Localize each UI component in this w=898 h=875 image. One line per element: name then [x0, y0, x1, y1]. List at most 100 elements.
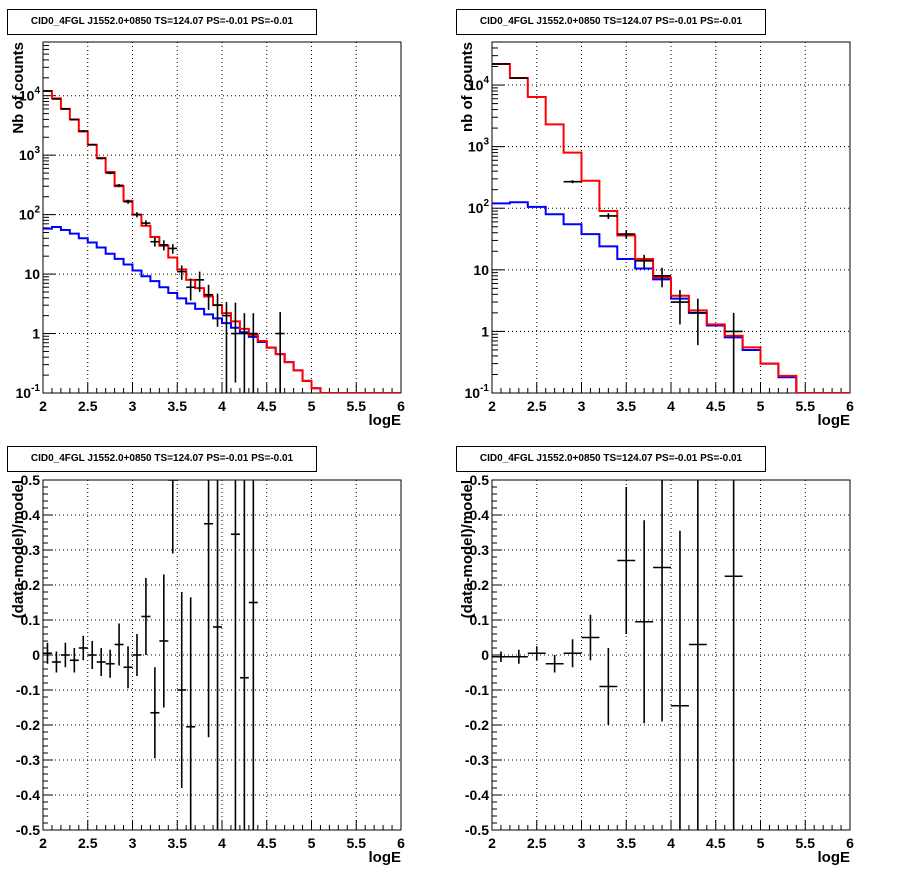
residual-point — [141, 578, 151, 655]
residual-point — [123, 646, 133, 689]
chart-panel-2: 2 2.5 3 3.5 4 4.5 5 5.5 6 10-1 1 10 102 103 104 logE nb … — [459, 41, 854, 429]
data-point — [123, 199, 133, 204]
data-layer — [43, 480, 258, 830]
y-axis-title: nb of counts — [459, 42, 476, 132]
y-tick-label: 0.3 — [21, 542, 41, 558]
data-point — [213, 293, 222, 327]
residual-point — [617, 487, 636, 634]
residual-point — [213, 480, 222, 830]
data-point — [653, 267, 671, 288]
residual-point — [51, 651, 61, 673]
x-tick-label: 2 — [39, 398, 47, 414]
data-point — [563, 180, 582, 184]
x-tick-label: 3.5 — [168, 835, 188, 851]
residual-point — [150, 667, 160, 759]
x-tick-label: 4 — [667, 835, 675, 851]
residual-point — [724, 480, 743, 830]
data-point — [114, 183, 124, 187]
data-point — [78, 130, 88, 132]
y-tick-label: 0.2 — [21, 577, 41, 593]
x-tick-label: 2.5 — [527, 835, 547, 851]
data-point — [43, 90, 52, 92]
y-tick-label: -0.4 — [465, 787, 489, 803]
y-tick-label: -0.3 — [16, 752, 40, 768]
x-tick-label: 5 — [757, 398, 765, 414]
data-point — [222, 301, 231, 393]
chart-panel-1: 2 2.5 3 3.5 4 4.5 5 5.5 6 10-1 1 10 102 103 104 logE Nb … — [10, 41, 405, 429]
y-tick-label: -0.5 — [465, 822, 489, 838]
residual-point — [159, 574, 169, 708]
x-tick-label: 4 — [218, 835, 226, 851]
y-tick-label: -0.1 — [465, 682, 489, 698]
y-tick-label: 10 — [24, 266, 40, 282]
residual-point — [581, 614, 600, 661]
y-tick-label: -0.2 — [16, 717, 40, 733]
panel-title-4: CID0_4FGL J1552.0+0850 TS=124.07 PS=-0.0… — [456, 446, 766, 472]
residual-point — [78, 635, 88, 661]
y-tick-label: -0.3 — [465, 752, 489, 768]
x-tick-label: 3 — [129, 835, 137, 851]
y-tick-label: 0.4 — [21, 507, 41, 523]
x-tick-label: 2.5 — [78, 398, 98, 414]
grid — [492, 480, 850, 830]
y-tick-label: 0.5 — [470, 472, 490, 488]
x-tick-label: 5.5 — [796, 398, 816, 414]
y-tick-label: -0.2 — [465, 717, 489, 733]
grid — [492, 42, 850, 393]
y-tick-label: 102 — [19, 205, 41, 223]
x-tick-label: 5 — [308, 398, 316, 414]
data-point — [275, 312, 285, 393]
x-tick-label: 4.5 — [706, 835, 726, 851]
x-tick-label: 3.5 — [617, 835, 637, 851]
residual-point — [545, 655, 564, 673]
data-point — [168, 244, 178, 254]
x-tick-label: 4.5 — [706, 398, 726, 414]
axes — [42, 479, 402, 831]
residual-point — [671, 530, 689, 830]
data-point — [132, 212, 142, 218]
y-tick-label: 0.1 — [470, 612, 490, 628]
x-axis-title: logE — [369, 849, 402, 866]
y-tick-label: 1 — [481, 323, 489, 339]
residual-point — [186, 597, 196, 830]
data-layer — [492, 480, 743, 830]
x-tick-label: 2.5 — [527, 398, 547, 414]
y-tick-label: 10 — [473, 262, 489, 278]
y-tick-label: 0 — [481, 647, 489, 663]
residual-point — [105, 649, 115, 678]
x-tick-label: 6 — [846, 398, 854, 414]
residual-point — [43, 642, 52, 664]
data-point — [239, 313, 249, 393]
panel-title-1: CID0_4FGL J1552.0+0850 TS=124.07 PS=-0.0… — [7, 9, 317, 35]
y-tick-label: 0.2 — [470, 577, 490, 593]
data-point — [635, 254, 654, 269]
y-tick-label: -0.1 — [16, 682, 40, 698]
y-tick-label: 0.3 — [470, 542, 490, 558]
residual-point — [96, 648, 106, 676]
x-tick-label: 3.5 — [168, 398, 188, 414]
total-model-line — [43, 89, 401, 393]
x-axis-title: logE — [818, 849, 851, 866]
x-tick-label: 2 — [39, 835, 47, 851]
residual-point — [60, 642, 70, 668]
axes — [491, 479, 851, 831]
data-point — [186, 278, 196, 301]
residual-point — [509, 649, 528, 664]
y-axis-title: (data-model)/model — [10, 480, 27, 618]
y-tick-label: 104 — [19, 86, 41, 104]
x-tick-label: 3.5 — [617, 398, 637, 414]
residual-point — [563, 639, 582, 668]
x-axis-title: logE — [369, 412, 402, 429]
x-tick-label: 3 — [578, 835, 586, 851]
y-tick-label: 0 — [32, 647, 40, 663]
data-point — [69, 118, 79, 121]
residual-point — [204, 480, 214, 738]
x-tick-label: 5.5 — [347, 398, 367, 414]
data-point — [96, 157, 106, 160]
data-point — [724, 312, 743, 393]
data-point — [230, 302, 240, 383]
data-point — [177, 265, 187, 280]
data-layer — [43, 89, 401, 393]
x-tick-label: 4.5 — [257, 835, 277, 851]
x-tick-label: 3 — [578, 398, 586, 414]
